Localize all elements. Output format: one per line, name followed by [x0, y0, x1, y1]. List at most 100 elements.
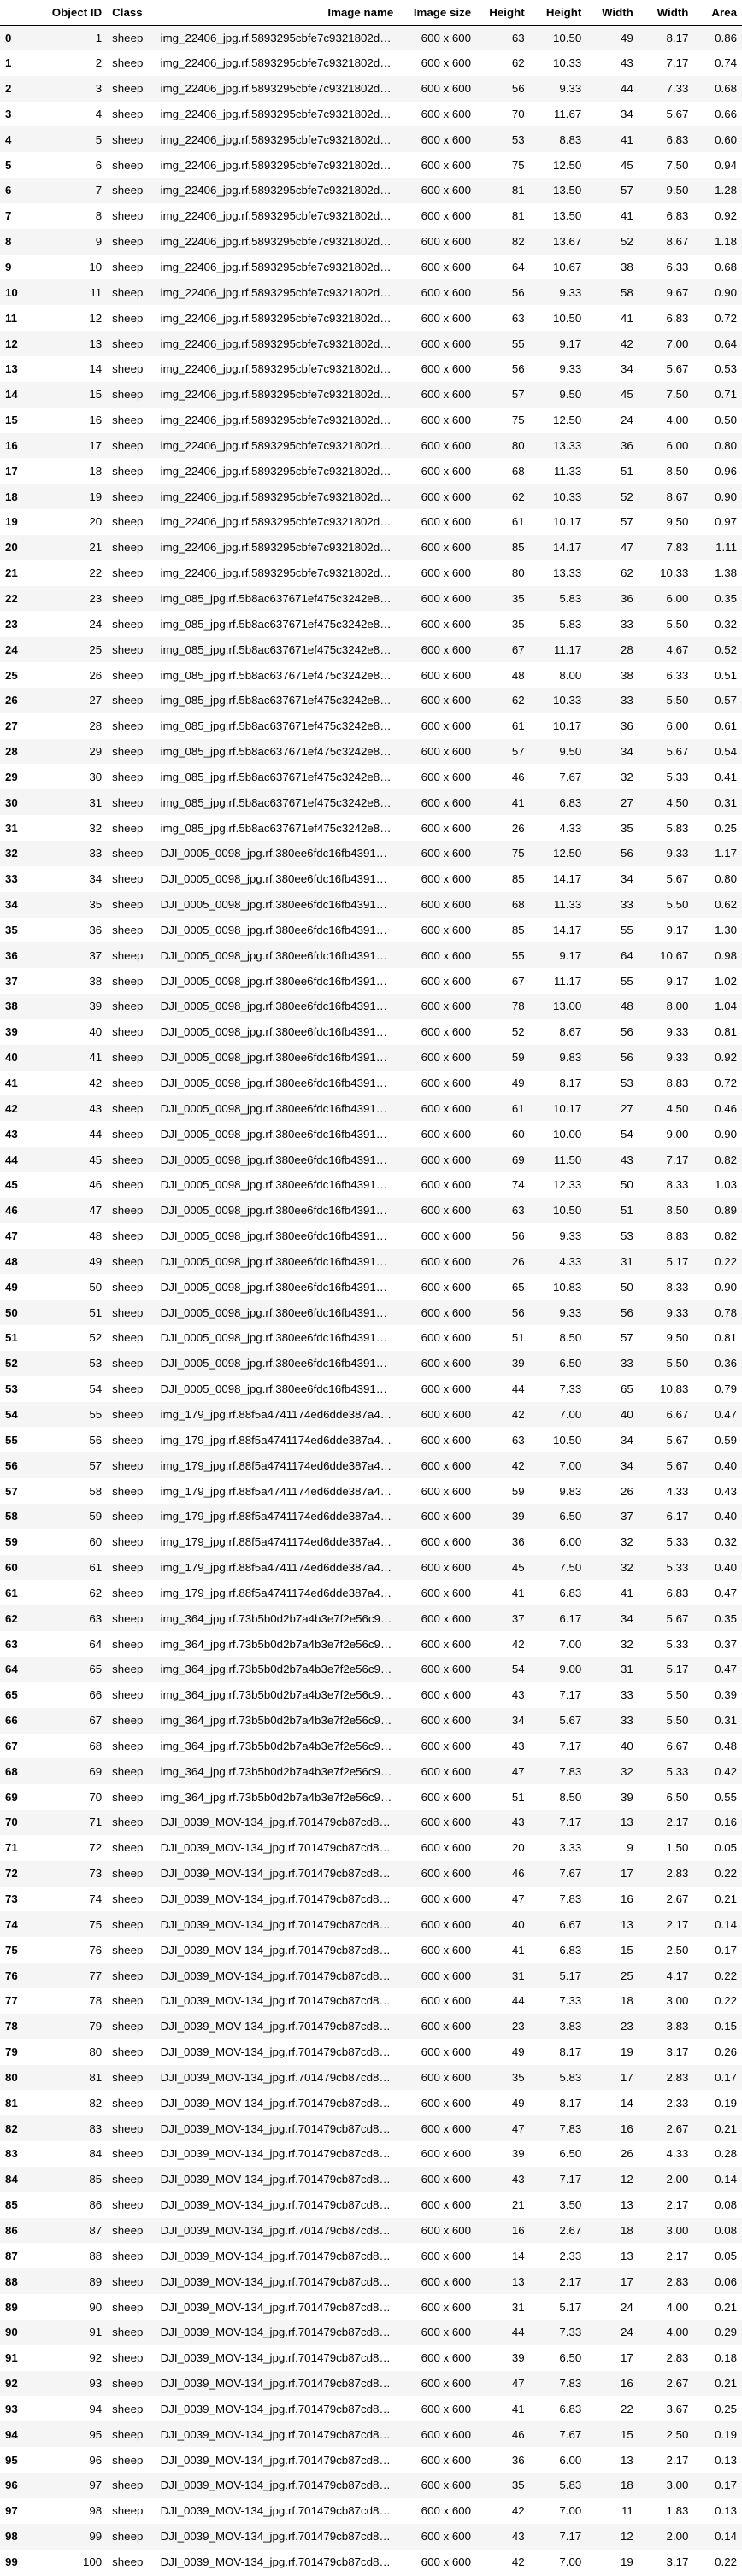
- width-norm-cell: 9.50: [666, 515, 689, 529]
- object-id-cell: 36: [89, 923, 103, 936]
- object-id-cell: 63: [89, 1611, 103, 1625]
- height-px-cell: 64: [511, 261, 525, 274]
- class-cell: sheep: [112, 2555, 144, 2568]
- width-px-cell: 12: [621, 2530, 633, 2544]
- area-cell: 0.81: [715, 1331, 737, 1345]
- object-id-cell: 52: [89, 1331, 103, 1345]
- width-px-cell: 17: [621, 2274, 633, 2288]
- width-norm-cell: 3.17: [666, 2555, 689, 2568]
- row-index: 75: [5, 1943, 18, 1957]
- class-cell: sheep: [112, 2173, 144, 2186]
- height-norm-cell: 14.17: [552, 923, 582, 936]
- height-norm-cell: 7.33: [559, 1994, 582, 2008]
- row-index: 92: [5, 2377, 18, 2391]
- height-norm-cell: 11.67: [553, 107, 582, 120]
- row-index: 18: [5, 490, 18, 503]
- image-size-cell: 600 x 600: [421, 2377, 472, 2391]
- image-size-cell: 600 x 600: [421, 1764, 472, 1778]
- area-cell: 0.79: [715, 1382, 737, 1396]
- area-cell: 0.36: [715, 1357, 737, 1370]
- class-cell: sheep: [112, 2223, 144, 2237]
- row-index: 78: [5, 2020, 18, 2033]
- width-px-cell: 37: [621, 1510, 633, 1523]
- table-row: 77 78 sheep DJI_0039_MOV-134_jpg.rf.701479c…: [0, 1987, 742, 2014]
- class-cell: sheep: [112, 898, 144, 912]
- width-norm-cell: 4.00: [666, 2326, 689, 2339]
- image-name-cell: img_179_jpg.rf.88f5a4741174ed6dde387a4b3…: [160, 1458, 399, 1472]
- image-name-cell: img_22406_jpg.rf.5893295cbfe7c9321802d44…: [160, 235, 399, 249]
- class-cell: sheep: [112, 719, 144, 733]
- object-id-cell: 55: [89, 1407, 103, 1421]
- table-row: 76 77 sheep DJI_0039_MOV-134_jpg.rf.701479c…: [0, 1963, 742, 1988]
- image-name-cell: DJI_0005_0098_jpg.rf.380ee6fdc16fb4391ef…: [160, 1331, 399, 1345]
- image-name-cell: img_364_jpg.rf.73b5b0d2b7a4b3e7f2e56c972…: [160, 1790, 399, 1804]
- image-name-cell: DJI_0039_MOV-134_jpg.rf.701479cb87cd8bf0…: [160, 2173, 399, 2186]
- height-px-cell: 35: [511, 617, 525, 631]
- row-index: 57: [5, 1484, 18, 1498]
- height-norm-cell: 10.33: [552, 694, 582, 707]
- area-cell: 0.47: [715, 1586, 737, 1599]
- table-row: 7 8 sheep img_22406_jpg.rf.5893295cbfe7c932…: [0, 202, 742, 229]
- width-norm-cell: 5.33: [666, 1637, 689, 1651]
- row-index: 35: [5, 923, 18, 936]
- height-norm-cell: 9.33: [559, 82, 582, 96]
- table-row: 57 58 sheep img_179_jpg.rf.88f5a4741174ed6d…: [0, 1478, 742, 1504]
- row-index: 32: [5, 847, 18, 860]
- table-row: 10 11 sheep img_22406_jpg.rf.5893295cbfe7c9…: [0, 279, 742, 306]
- height-norm-cell: 6.83: [559, 1586, 582, 1599]
- object-id-cell: 27: [89, 694, 103, 707]
- height-norm-cell: 10.00: [552, 1127, 582, 1141]
- class-cell: sheep: [112, 1561, 144, 1575]
- image-name-cell: DJI_0039_MOV-134_jpg.rf.701479cb87cd8bf0…: [160, 1867, 399, 1881]
- image-size-cell: 600 x 600: [421, 2453, 472, 2467]
- image-name-cell: img_085_jpg.rf.5b8ac637671ef475c3242e86d…: [160, 770, 399, 783]
- width-norm-cell: 2.17: [666, 1816, 689, 1829]
- object-id-cell: 18: [89, 464, 103, 478]
- image-size-cell: 600 x 600: [421, 694, 472, 707]
- table-row: 84 85 sheep DJI_0039_MOV-134_jpg.rf.701479c…: [0, 2166, 742, 2192]
- height-norm-cell: 10.67: [552, 261, 582, 274]
- width-px-cell: 18: [621, 1994, 633, 2008]
- class-cell: sheep: [112, 694, 144, 707]
- object-id-cell: 97: [89, 2479, 103, 2492]
- width-px-cell: 42: [621, 337, 633, 350]
- image-name-cell: DJI_0039_MOV-134_jpg.rf.701479cb87cd8bf0…: [160, 2020, 399, 2033]
- table-row: 89 90 sheep DJI_0039_MOV-134_jpg.rf.701479c…: [0, 2294, 742, 2320]
- area-cell: 0.21: [715, 2121, 737, 2135]
- table-row: 93 94 sheep DJI_0039_MOV-134_jpg.rf.701479c…: [0, 2396, 742, 2422]
- class-cell: sheep: [112, 2121, 144, 2135]
- width-norm-cell: 4.50: [666, 795, 689, 809]
- area-cell: 0.15: [715, 2020, 737, 2033]
- width-norm-cell: 6.67: [666, 1407, 689, 1421]
- width-px-cell: 50: [621, 1280, 633, 1294]
- height-norm-cell: 9.50: [559, 388, 582, 402]
- image-size-cell: 600 x 600: [421, 438, 472, 452]
- width-px-cell: 19: [621, 2555, 633, 2568]
- width-px-cell: 32: [621, 1535, 633, 1549]
- class-cell: sheep: [112, 2147, 144, 2161]
- row-index: 84: [5, 2173, 18, 2186]
- height-norm-cell: 6.67: [559, 1917, 582, 1931]
- object-id-cell: 70: [89, 1790, 103, 1804]
- width-norm-cell: 4.33: [666, 1484, 689, 1498]
- class-cell: sheep: [112, 2351, 144, 2365]
- row-index: 96: [5, 2479, 18, 2492]
- image-name-cell: DJI_0005_0098_jpg.rf.380ee6fdc16fb4391ef…: [160, 1077, 399, 1090]
- table-row: 23 24 sheep img_085_jpg.rf.5b8ac637671ef475…: [0, 611, 742, 637]
- table-row: 99 100 sheep DJI_0039_MOV-134_jpg.rf.701479…: [0, 2549, 742, 2575]
- width-norm-cell: 8.67: [666, 490, 689, 503]
- area-cell: 0.22: [715, 1969, 737, 1982]
- width-norm-cell: 7.33: [666, 82, 689, 96]
- width-norm-cell: 4.67: [666, 643, 689, 656]
- width-norm-cell: 3.00: [666, 1994, 689, 2008]
- height-norm-cell: 2.17: [559, 2274, 582, 2288]
- width-px-cell: 43: [621, 56, 633, 70]
- image-name-cell: DJI_0005_0098_jpg.rf.380ee6fdc16fb4391ef…: [160, 898, 399, 912]
- height-norm-cell: 5.83: [559, 617, 582, 631]
- image-name-cell: img_364_jpg.rf.73b5b0d2b7a4b3e7f2e56c972…: [160, 1739, 399, 1752]
- class-cell: sheep: [112, 1892, 144, 1906]
- image-size-cell: 600 x 600: [421, 2173, 472, 2186]
- row-index: 24: [5, 643, 18, 656]
- image-size-cell: 600 x 600: [421, 1178, 472, 1192]
- height-px-cell: 75: [511, 414, 525, 427]
